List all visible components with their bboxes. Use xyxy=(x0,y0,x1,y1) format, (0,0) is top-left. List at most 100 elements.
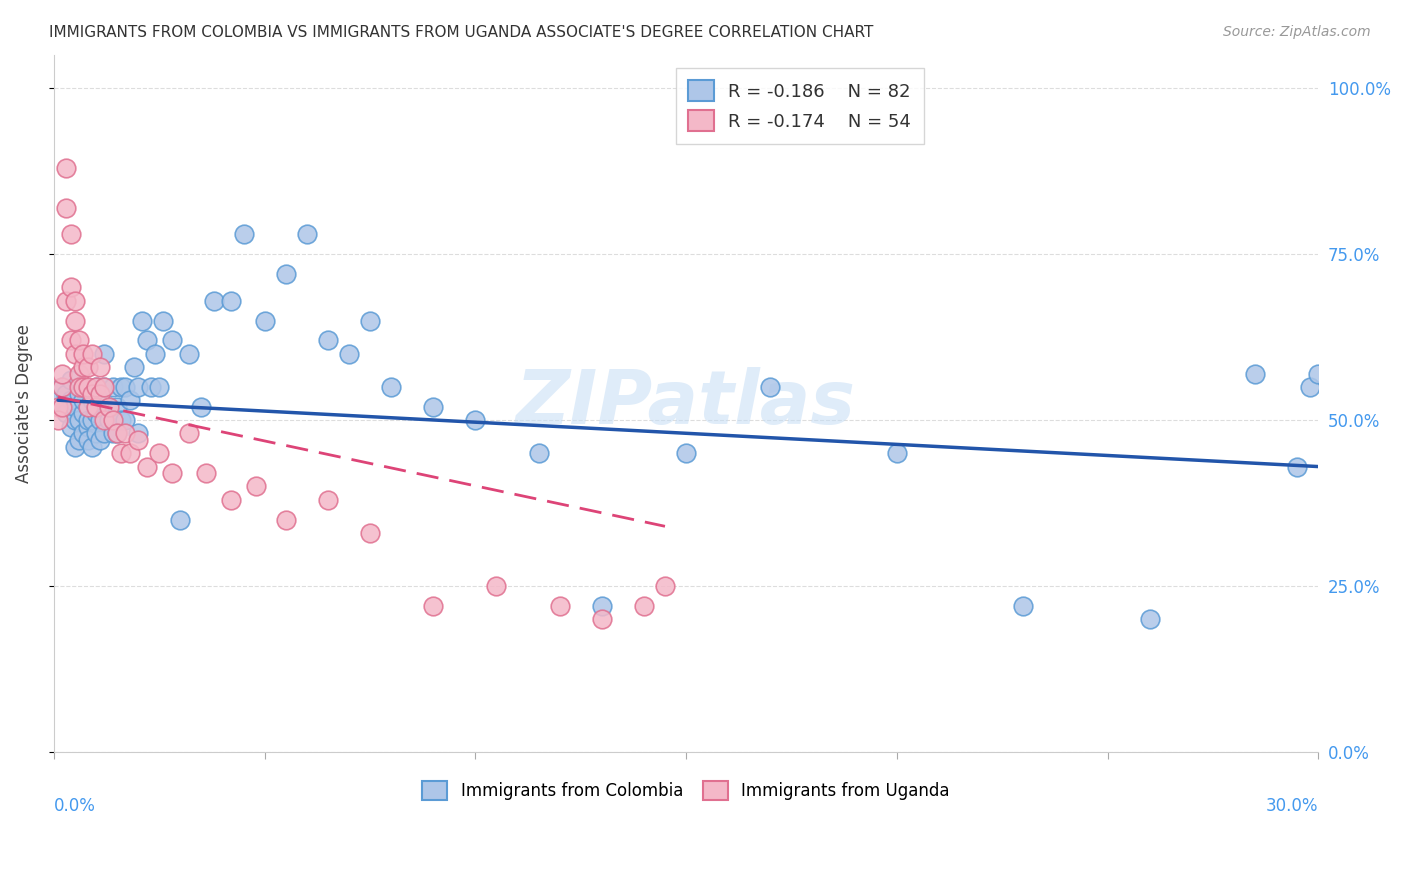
Text: 30.0%: 30.0% xyxy=(1265,797,1319,815)
Point xyxy=(101,380,124,394)
Point xyxy=(76,413,98,427)
Point xyxy=(202,293,225,308)
Point xyxy=(80,386,103,401)
Point xyxy=(274,513,297,527)
Point xyxy=(169,513,191,527)
Point xyxy=(527,446,550,460)
Point xyxy=(46,413,69,427)
Point xyxy=(51,367,73,381)
Point xyxy=(295,227,318,242)
Point xyxy=(80,393,103,408)
Point xyxy=(548,599,571,613)
Point xyxy=(131,313,153,327)
Point xyxy=(359,313,381,327)
Point xyxy=(55,161,77,175)
Point xyxy=(1244,367,1267,381)
Point xyxy=(76,380,98,394)
Point xyxy=(72,380,94,394)
Point xyxy=(93,380,115,394)
Point xyxy=(76,433,98,447)
Point xyxy=(886,446,908,460)
Point xyxy=(72,359,94,374)
Point xyxy=(76,400,98,414)
Point xyxy=(97,400,120,414)
Point xyxy=(76,359,98,374)
Point xyxy=(55,407,77,421)
Point xyxy=(1139,612,1161,626)
Point xyxy=(97,400,120,414)
Point xyxy=(76,400,98,414)
Point xyxy=(89,386,111,401)
Point xyxy=(177,347,200,361)
Point xyxy=(101,426,124,441)
Point xyxy=(63,293,86,308)
Point xyxy=(76,419,98,434)
Point xyxy=(72,393,94,408)
Point xyxy=(72,407,94,421)
Y-axis label: Associate's Degree: Associate's Degree xyxy=(15,324,32,483)
Point xyxy=(316,492,339,507)
Point xyxy=(485,579,508,593)
Point xyxy=(51,380,73,394)
Point xyxy=(633,599,655,613)
Point xyxy=(422,599,444,613)
Point xyxy=(654,579,676,593)
Point xyxy=(118,446,141,460)
Point xyxy=(46,393,69,408)
Point xyxy=(148,380,170,394)
Point xyxy=(337,347,360,361)
Point xyxy=(143,347,166,361)
Point xyxy=(72,426,94,441)
Point xyxy=(55,293,77,308)
Point xyxy=(80,413,103,427)
Point xyxy=(55,201,77,215)
Point xyxy=(51,380,73,394)
Point xyxy=(177,426,200,441)
Point xyxy=(316,334,339,348)
Point xyxy=(67,413,90,427)
Point xyxy=(59,334,82,348)
Point xyxy=(63,400,86,414)
Point xyxy=(63,347,86,361)
Point xyxy=(80,347,103,361)
Text: ZIPatlas: ZIPatlas xyxy=(516,367,856,440)
Point xyxy=(72,380,94,394)
Point xyxy=(67,334,90,348)
Point xyxy=(114,413,136,427)
Point xyxy=(127,433,149,447)
Point xyxy=(219,293,242,308)
Point xyxy=(63,440,86,454)
Point xyxy=(63,313,86,327)
Point xyxy=(72,347,94,361)
Point xyxy=(84,407,107,421)
Point xyxy=(110,446,132,460)
Point xyxy=(139,380,162,394)
Point xyxy=(245,479,267,493)
Point xyxy=(67,386,90,401)
Point xyxy=(148,446,170,460)
Point xyxy=(135,459,157,474)
Text: IMMIGRANTS FROM COLOMBIA VS IMMIGRANTS FROM UGANDA ASSOCIATE'S DEGREE CORRELATIO: IMMIGRANTS FROM COLOMBIA VS IMMIGRANTS F… xyxy=(49,25,873,40)
Point xyxy=(160,466,183,480)
Point xyxy=(84,400,107,414)
Point xyxy=(89,413,111,427)
Point xyxy=(89,359,111,374)
Point xyxy=(89,393,111,408)
Point xyxy=(46,400,69,414)
Point xyxy=(135,334,157,348)
Point xyxy=(105,426,128,441)
Point xyxy=(359,525,381,540)
Point xyxy=(101,413,124,427)
Point xyxy=(160,334,183,348)
Point xyxy=(253,313,276,327)
Point xyxy=(127,426,149,441)
Point xyxy=(464,413,486,427)
Point xyxy=(55,386,77,401)
Point xyxy=(118,393,141,408)
Point xyxy=(591,599,613,613)
Point xyxy=(105,400,128,414)
Point xyxy=(51,400,73,414)
Point xyxy=(67,433,90,447)
Legend: Immigrants from Colombia, Immigrants from Uganda: Immigrants from Colombia, Immigrants fro… xyxy=(412,771,960,810)
Point xyxy=(67,367,90,381)
